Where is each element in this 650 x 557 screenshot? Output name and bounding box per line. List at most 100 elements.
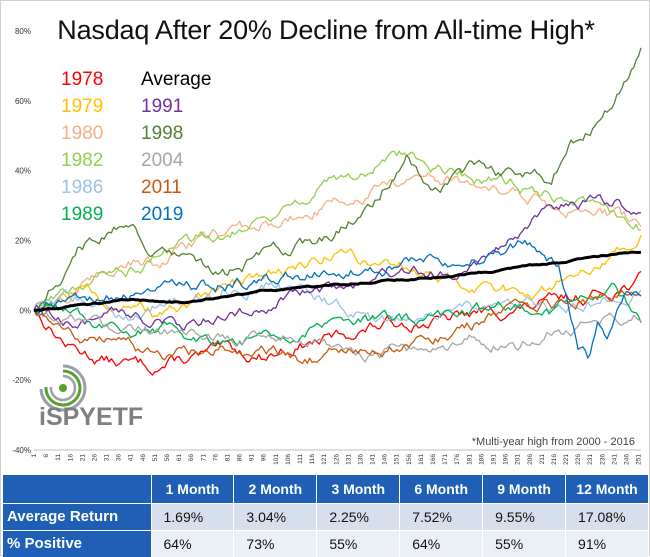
legend-item-2019: 2019 (141, 204, 183, 225)
row-label: % Positive (3, 529, 152, 557)
x-tick-label: 51 (152, 454, 159, 462)
legend-item-1998: 1998 (141, 123, 183, 144)
x-tick-label: 151 (394, 454, 401, 465)
table-cell: 2.25% (316, 502, 401, 530)
table-cell: 55% (316, 529, 401, 557)
x-tick-label: 1 (31, 454, 38, 458)
series-line-1980 (33, 172, 642, 311)
table-cell: 17.08% (565, 502, 649, 530)
logo-swirl-icon (39, 364, 87, 412)
table-cell: 9.55% (482, 502, 567, 530)
series-layer (33, 47, 642, 376)
series-line-1998 (33, 47, 642, 311)
x-tick-label: 41 (128, 454, 135, 462)
table-cell: 64% (399, 529, 484, 557)
x-tick-label: 241 (611, 454, 618, 465)
series-line-1978 (33, 270, 642, 376)
x-tick-label: 71 (200, 454, 207, 462)
x-tick-label: 31 (104, 454, 111, 462)
x-tick-label: 221 (563, 454, 570, 465)
x-tick-label: 36 (116, 454, 123, 462)
axis-layer: -40%-20%0%20%40%60%80%1 6 11 16 21 26 31 36 41 46… (12, 27, 642, 465)
x-tick-label: 216 (551, 454, 558, 465)
x-tick-label: 26 (91, 454, 98, 462)
table-cell: 73% (233, 529, 318, 557)
x-tick-label: 141 (370, 454, 377, 465)
x-tick-label: 56 (164, 454, 171, 462)
header-3-month: 3 Month (316, 475, 401, 503)
logo-text: iSPYETF (39, 403, 143, 431)
y-tick-label: 80% (15, 27, 31, 36)
x-tick-label: 66 (188, 454, 195, 462)
y-tick-label: 20% (15, 237, 31, 246)
x-tick-label: 181 (466, 454, 473, 465)
table-cell: 1.69% (151, 502, 235, 530)
header-1-month: 1 Month (151, 475, 235, 503)
legend-item-2011: 2011 (141, 177, 182, 198)
table-row-average-return: Average Return 1.69% 3.04% 2.25% 7.52% 9… (3, 502, 649, 530)
footnote: *Multi-year high from 2000 - 2016 (472, 436, 635, 448)
legend: 1978 1979 1980 1982 1986 1989 Average 1991 1998 2… (61, 69, 211, 225)
legend-item-1980: 1980 (61, 123, 103, 144)
x-tick-label: 111 (297, 454, 304, 464)
y-tick-label: 40% (15, 167, 31, 176)
x-tick-label: 126 (333, 454, 340, 465)
x-tick-label: 156 (406, 454, 413, 465)
x-tick-label: 191 (490, 454, 497, 465)
x-tick-label: 46 (140, 454, 147, 462)
x-tick-label: 6 (43, 454, 50, 458)
y-tick-label: -40% (12, 446, 31, 455)
series-line-1982 (33, 150, 642, 313)
series-line-2004 (33, 309, 642, 363)
legend-item-1979: 1979 (61, 96, 103, 117)
series-line-average (33, 250, 642, 312)
x-tick-label: 161 (418, 454, 425, 465)
header-6-month: 6 Month (399, 475, 484, 503)
x-tick-label: 201 (515, 454, 522, 465)
legend-item-1982: 1982 (61, 150, 103, 171)
series-line-1986 (33, 281, 642, 324)
x-tick-label: 81 (224, 454, 231, 462)
table-cell: 3.04% (233, 502, 318, 530)
x-tick-label: 176 (454, 454, 461, 465)
x-tick-label: 16 (67, 454, 74, 462)
ispyetf-logo: iSPYETF (39, 364, 143, 431)
x-tick-label: 61 (176, 454, 183, 462)
legend-item-1991: 1991 (141, 96, 183, 117)
table-cell: 55% (482, 529, 567, 557)
table-header-row: 1 Month 2 Month 3 Month 6 Month 9 Month … (3, 475, 649, 503)
x-tick-label: 86 (237, 454, 244, 462)
x-tick-label: 91 (249, 454, 256, 462)
x-tick-label: 171 (442, 454, 449, 465)
table-cell: 91% (565, 529, 649, 557)
x-tick-label: 131 (345, 454, 352, 465)
chart-title: Nasdaq After 20% Decline from All-time H… (57, 15, 595, 45)
legend-item-average: Average (141, 69, 211, 90)
x-tick-label: 76 (212, 454, 219, 462)
x-tick-label: 11 (55, 454, 62, 461)
series-line-2019 (33, 239, 642, 359)
y-tick-label: -20% (12, 376, 31, 385)
line-chart: -40%-20%0%20%40%60%80%1 6 11 16 21 26 31 36 41 46… (12, 27, 642, 465)
x-tick-label: 121 (321, 454, 328, 465)
legend-item-1989: 1989 (61, 204, 103, 225)
x-tick-label: 166 (430, 454, 437, 465)
x-tick-label: 106 (285, 454, 292, 465)
legend-item-1986: 1986 (61, 177, 103, 198)
x-tick-label: 251 (636, 454, 643, 465)
x-tick-label: 101 (273, 454, 280, 465)
header-12-month: 12 Month (565, 475, 649, 503)
header-2-month: 2 Month (233, 475, 318, 503)
x-tick-label: 206 (527, 454, 534, 465)
series-line-1989 (33, 282, 642, 347)
table-corner (3, 475, 152, 503)
header-9-month: 9 Month (482, 475, 567, 503)
x-tick-label: 186 (478, 454, 485, 465)
legend-item-2004: 2004 (141, 150, 184, 171)
table-row-percent-positive: % Positive 64% 73% 55% 64% 55% 91% (3, 529, 649, 557)
x-tick-label: 116 (309, 454, 316, 465)
series-line-1979 (33, 234, 642, 318)
series-line-1991 (33, 194, 642, 331)
x-tick-label: 246 (623, 454, 630, 465)
